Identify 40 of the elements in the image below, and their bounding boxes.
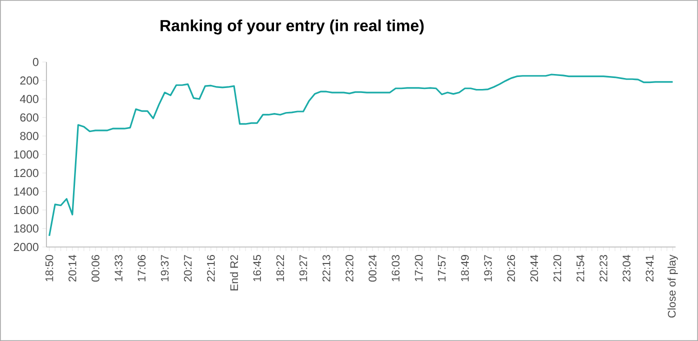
x-tick-label: 18:22	[276, 255, 284, 282]
x-tick-label: 20:27	[184, 255, 192, 282]
x-tick-label: 14:33	[114, 255, 122, 282]
x-tick-label: 23:41	[646, 255, 654, 282]
x-tick-label: 20:14	[68, 254, 76, 282]
y-tick-label: 1400	[14, 187, 38, 196]
x-tick-label: 17:20	[414, 254, 423, 282]
y-tick-label: 2000	[14, 242, 38, 252]
y-tick-label: 800	[20, 132, 38, 140]
x-tick-label: 00:06	[92, 255, 100, 282]
x-tick-label: 23:04	[622, 254, 630, 282]
y-tick-label: 200	[20, 76, 38, 85]
x-tick-label: 18:50	[45, 254, 54, 282]
x-tick-label: 16:03	[392, 255, 400, 282]
x-tick-label: 21:20	[553, 254, 562, 282]
x-tick-label: 19:27	[299, 255, 308, 282]
x-tick-label: 20:44	[530, 254, 538, 282]
x-tick-label: 19:37	[484, 255, 492, 282]
x-tick-label: 16:45	[253, 255, 261, 282]
y-tick-label: 0	[32, 58, 38, 66]
x-tick-label: 22:16	[207, 255, 215, 282]
y-tick-label: 600	[20, 113, 38, 122]
x-tick-label: 23:20	[346, 254, 354, 282]
x-tick-label: End R2	[230, 255, 238, 290]
x-tick-label: 22:23	[600, 255, 608, 282]
chart-title: Ranking of your entry (in real time)	[160, 20, 424, 34]
y-tick-label: 1800	[14, 224, 38, 233]
y-tick-label: 400	[20, 94, 38, 104]
x-tick-label: 19:37	[160, 255, 169, 282]
x-tick-label: 22:13	[322, 255, 330, 282]
y-tick-label: 1000	[14, 150, 38, 159]
x-tick-label: 17:06	[138, 255, 146, 282]
x-tick-label: 17:57	[438, 255, 446, 282]
x-tick-label: Close of play	[668, 254, 678, 318]
y-tick-label: 1200	[14, 168, 38, 178]
x-tick-label: 20:26	[507, 255, 515, 282]
x-tick-label: 21:54	[576, 254, 584, 282]
y-tick-label: 1600	[14, 206, 38, 214]
x-tick-label: 00:24	[368, 254, 376, 282]
x-tick-label: 18:49	[461, 255, 469, 282]
